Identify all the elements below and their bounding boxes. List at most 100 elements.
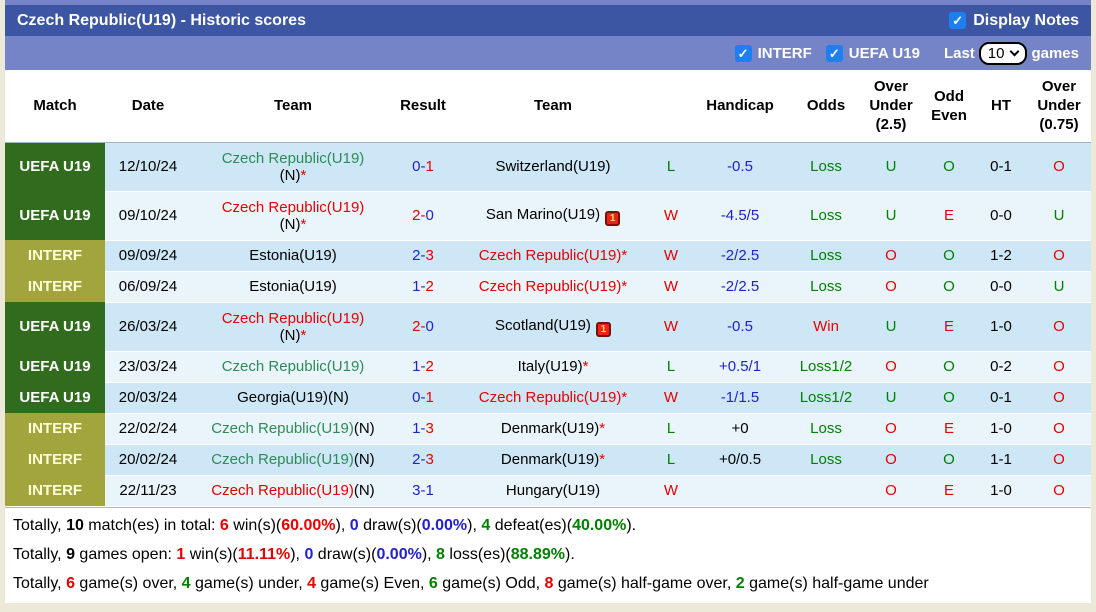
team-name: Denmark(U19) bbox=[500, 451, 600, 468]
odds-cell: Loss bbox=[793, 444, 859, 476]
handicap-value: +0.5/1 bbox=[718, 358, 762, 375]
over-under-075-cell: O bbox=[1027, 413, 1091, 445]
result-letter: W bbox=[663, 482, 679, 499]
home-team-cell: Czech Republic(U19) (N)* bbox=[191, 302, 395, 352]
table-header-row: Match Date Team Result Team Handicap Odd… bbox=[5, 70, 1091, 143]
team-name: Estonia(U19) bbox=[249, 278, 337, 295]
odd-even-cell: O bbox=[923, 444, 975, 476]
over-under-075-value: O bbox=[1053, 247, 1065, 264]
team-name: Georgia(U19)(N) bbox=[237, 389, 349, 406]
result-letter-cell: L bbox=[655, 444, 687, 476]
handicap-cell: +0.5/1 bbox=[687, 351, 793, 383]
away-score: 3 bbox=[425, 247, 434, 264]
over-under-25-value: U bbox=[885, 318, 897, 335]
odds-cell: Loss bbox=[793, 271, 859, 303]
score-dash: - bbox=[420, 158, 426, 175]
over-under-075-cell: O bbox=[1027, 240, 1091, 272]
summary-segment: 10 bbox=[66, 516, 84, 534]
away-score: 2 bbox=[425, 358, 434, 375]
ht-cell: 0-1 bbox=[975, 382, 1027, 414]
date-cell: 26/03/24 bbox=[105, 302, 191, 352]
star-marker: * bbox=[582, 358, 589, 375]
result-letter-cell: W bbox=[655, 475, 687, 507]
summary-segment: games open: bbox=[74, 545, 177, 563]
games-label: games bbox=[1031, 44, 1079, 62]
match-row: UEFA U19 20/03/24 Georgia(U19)(N) 0-1 Czech … bbox=[5, 382, 1091, 414]
odds-cell: Loss bbox=[793, 191, 859, 241]
star-marker: * bbox=[599, 451, 606, 468]
over-under-075-value: O bbox=[1053, 158, 1065, 175]
handicap-value: -0.5 bbox=[727, 318, 753, 335]
result-cell: 1-2 bbox=[395, 351, 451, 383]
over-under-25-cell: O bbox=[859, 240, 923, 272]
match-badge: UEFA U19 bbox=[5, 191, 105, 240]
match-badge: UEFA U19 bbox=[5, 142, 105, 191]
home-team-cell: Georgia(U19)(N) bbox=[191, 382, 395, 414]
display-notes-checkbox[interactable]: ✓ bbox=[949, 12, 967, 29]
last-games-value: 10 bbox=[987, 44, 1005, 62]
match-badge: UEFA U19 bbox=[5, 302, 105, 351]
result-letter-cell: W bbox=[655, 240, 687, 272]
summary-segment: game(s) half-game under bbox=[744, 574, 929, 592]
ht-cell: 1-0 bbox=[975, 302, 1027, 352]
away-team-cell: Scotland(U19) 1 bbox=[451, 302, 655, 352]
over-under-075-value: O bbox=[1053, 420, 1065, 437]
over-under-25-cell: O bbox=[859, 413, 923, 445]
home-score: 1 bbox=[412, 420, 421, 437]
result-cell: 2-0 bbox=[395, 191, 451, 241]
match-badge: UEFA U19 bbox=[5, 382, 105, 413]
home-team-cell: Estonia(U19) bbox=[191, 271, 395, 303]
over-under-075-value: U bbox=[1053, 278, 1065, 295]
display-notes-label: Display Notes bbox=[973, 11, 1079, 29]
home-score: 2 bbox=[412, 318, 421, 335]
ht-cell: 0-0 bbox=[975, 271, 1027, 303]
over-under-25-cell: O bbox=[859, 351, 923, 383]
match-badge: INTERF bbox=[5, 444, 105, 475]
summary-segment: game(s) Odd, bbox=[437, 574, 545, 592]
last-games-select[interactable]: 10 bbox=[978, 41, 1028, 65]
ht-cell: 1-0 bbox=[975, 475, 1027, 507]
handicap-cell bbox=[687, 475, 793, 507]
over-under-25-value: U bbox=[885, 207, 897, 224]
date-cell: 09/09/24 bbox=[105, 240, 191, 272]
col-header-over-under-075: Over Under (0.75) bbox=[1027, 70, 1091, 143]
result-letter-cell: W bbox=[655, 382, 687, 414]
score-dash: - bbox=[420, 278, 426, 295]
home-score: 1 bbox=[412, 278, 421, 295]
home-team-cell: Czech Republic(U19)(N) bbox=[191, 413, 395, 445]
score-dash: - bbox=[420, 318, 426, 335]
over-under-25-value: U bbox=[885, 158, 897, 175]
summary-segment: draw(s)( bbox=[358, 516, 422, 534]
summary-segment: draw(s)( bbox=[313, 545, 377, 563]
odd-even-cell: O bbox=[923, 271, 975, 303]
over-under-25-cell: U bbox=[859, 302, 923, 352]
over-under-075-value: U bbox=[1053, 207, 1065, 224]
neutral-marker: (N) bbox=[279, 215, 301, 233]
result-cell: 0-1 bbox=[395, 142, 451, 192]
result-letter: W bbox=[663, 247, 679, 264]
red-card-icon: 1 bbox=[595, 321, 611, 337]
handicap-cell: +0/0.5 bbox=[687, 444, 793, 476]
result-cell: 2-3 bbox=[395, 444, 451, 476]
summary-segment: 11.11% bbox=[237, 545, 291, 563]
team-name: Czech Republic(U19) bbox=[478, 389, 622, 406]
away-score: 0 bbox=[425, 318, 434, 335]
summary-segment: game(s) Even, bbox=[315, 574, 429, 592]
result-letter: L bbox=[666, 158, 676, 175]
summary-segment: Totally, bbox=[13, 516, 67, 534]
star-marker: * bbox=[621, 389, 628, 406]
handicap-cell: -2/2.5 bbox=[687, 240, 793, 272]
away-score: 1 bbox=[425, 389, 434, 406]
over-under-25-value: O bbox=[885, 451, 897, 468]
over-under-25-value: U bbox=[885, 389, 897, 406]
handicap-cell: -2/2.5 bbox=[687, 271, 793, 303]
summary-segment: 4 bbox=[181, 574, 191, 592]
team-name: Czech Republic(U19) bbox=[211, 420, 354, 437]
interf-checkbox[interactable]: ✓ bbox=[734, 44, 752, 62]
summary-segment: 4 bbox=[481, 516, 491, 534]
star-marker: * bbox=[599, 420, 606, 437]
uefa-u19-checkbox[interactable]: ✓ bbox=[825, 44, 843, 62]
result-letter-cell: L bbox=[655, 351, 687, 383]
odd-even-value: O bbox=[943, 389, 955, 406]
odds-value: Loss1/2 bbox=[799, 358, 853, 375]
